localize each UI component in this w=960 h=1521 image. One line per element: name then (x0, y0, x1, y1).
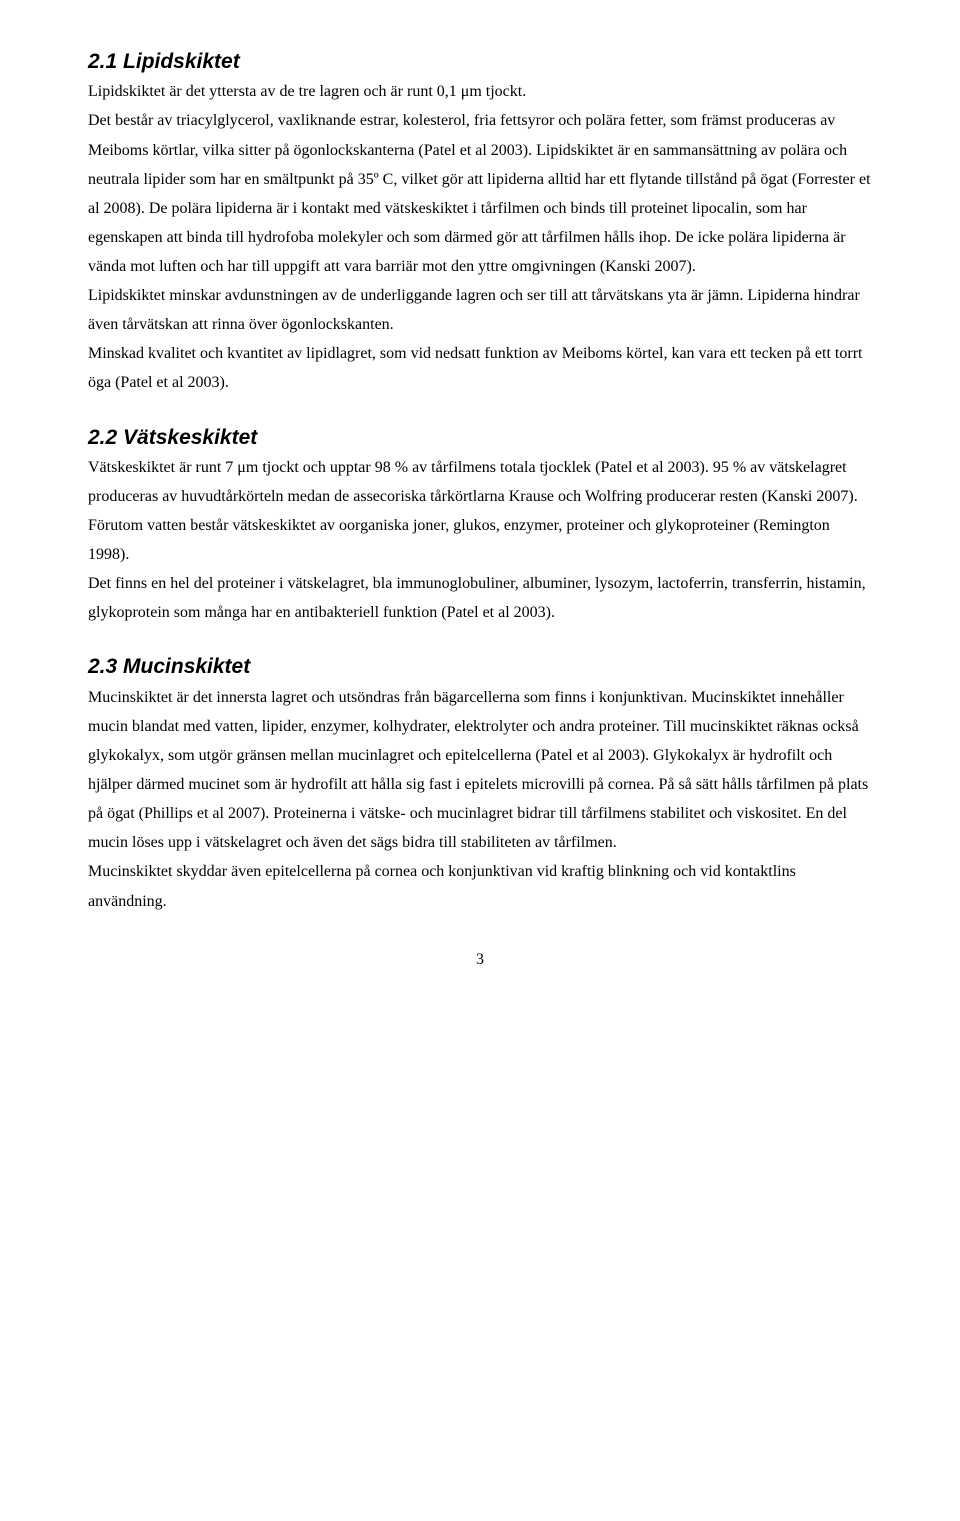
body-paragraph: Mucinskiktet är det innersta lagret och … (88, 683, 872, 858)
body-paragraph: Det finns en hel del proteiner i vätskel… (88, 569, 872, 627)
body-paragraph: Minskad kvalitet och kvantitet av lipidl… (88, 339, 872, 397)
body-paragraph: Vätskeskiktet är runt 7 μm tjockt och up… (88, 453, 872, 569)
body-paragraph: Det består av triacylglycerol, vaxliknan… (88, 106, 872, 281)
section-heading-mucinskiktet: 2.3 Mucinskiktet (88, 653, 872, 680)
section-heading-lipidskiktet: 2.1 Lipidskiktet (88, 48, 872, 75)
section-heading-vatskeskiktet: 2.2 Vätskeskiktet (88, 424, 872, 451)
body-paragraph: Lipidskiktet minskar avdunstningen av de… (88, 281, 872, 339)
body-paragraph: Mucinskiktet skyddar även epitelcellerna… (88, 857, 872, 915)
page-number: 3 (88, 952, 872, 968)
body-paragraph: Lipidskiktet är det yttersta av de tre l… (88, 77, 872, 106)
